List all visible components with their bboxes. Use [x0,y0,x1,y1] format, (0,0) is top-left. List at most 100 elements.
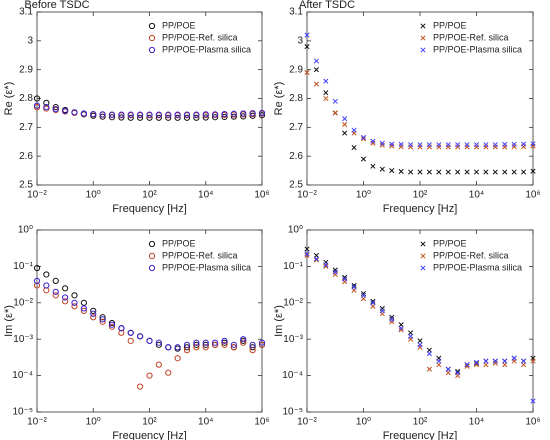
marker [193,344,200,351]
marker [426,366,432,372]
y-tick-label: 2.9 [289,64,303,75]
marker [137,333,144,340]
y-tick-label: 10⁰ [18,225,33,236]
marker [80,299,87,306]
marker [183,111,191,118]
marker [221,113,228,121]
y-tick-label: 2.8 [19,93,33,104]
marker [464,144,470,150]
marker [52,292,59,299]
marker [221,110,228,118]
marker [43,99,50,106]
marker [304,252,310,258]
y-axis-label: Re (ε*) [3,82,15,116]
marker [323,78,329,84]
x-tick-label: 10⁻² [27,417,47,428]
legend-marker [420,265,426,271]
marker [521,169,527,175]
marker [155,339,162,346]
marker [304,69,310,76]
marker [332,269,338,275]
marker [511,144,517,150]
marker [342,276,348,282]
marker [455,142,461,148]
marker [62,294,69,301]
marker [211,341,219,348]
marker [43,282,50,289]
marker [62,107,69,114]
marker [193,339,200,346]
panel: 10⁻² 10⁰ 10² 10⁴ 10⁶ 10⁻⁵ 10⁻⁴ 10⁻³ 10⁻² 10⁻¹ 10⁰ F… [273,225,541,440]
marker [436,358,442,364]
marker [332,110,338,116]
marker [202,341,209,348]
x-tick-label: 10⁴ [469,417,484,428]
y-tick-label: 2.5 [19,180,33,191]
marker [52,104,59,111]
marker [304,32,310,38]
legend-label: PP/POE [162,20,196,30]
marker [90,310,97,317]
marker [360,292,367,298]
marker [342,121,348,128]
marker [230,344,237,351]
legend-label: PP/POE-Plasma silica [162,44,251,54]
marker [426,144,432,150]
marker [155,111,162,118]
marker [408,333,414,339]
legend-label: PP/POE [162,238,196,248]
marker [323,90,329,96]
legend-label: PP/POE-Ref. silica [433,250,509,260]
y-tick-label: 3.1 [19,7,33,18]
x-tick-label: 10⁶ [525,190,540,201]
marker [351,127,357,133]
marker [511,141,517,147]
y-axis-label: Re (ε*) [273,82,285,116]
y-tick-label: 3 [297,35,303,46]
marker [304,246,310,252]
marker [379,308,385,314]
x-tick-label: 10² [413,417,428,428]
y-tick-label: 10⁻⁴ [282,370,303,381]
marker [502,169,508,175]
marker [80,110,87,117]
marker [445,142,451,148]
marker [137,383,144,390]
marker [492,360,498,366]
legend-marker [420,253,426,259]
marker [193,114,200,121]
marker [80,307,87,314]
marker [127,111,134,118]
marker [313,67,319,73]
y-tick-label: 10⁻⁴ [12,370,33,381]
marker [455,169,461,175]
marker [211,339,219,346]
marker [351,284,357,290]
marker [33,95,41,102]
marker [33,277,41,284]
legend-marker [148,240,156,248]
y-tick-label: 10⁻¹ [283,261,303,272]
marker [379,142,385,148]
marker [249,344,256,351]
marker [33,282,41,289]
legend-label: PP/POE-Plasma silica [162,262,251,272]
y-tick-label: 2.9 [19,64,33,75]
marker [389,314,395,320]
marker [99,316,106,323]
x-axis-label: Frequency [Hz] [112,203,187,215]
y-tick-label: 10⁻² [283,297,303,308]
marker [464,363,470,369]
y-tick-label: 10⁻⁵ [12,407,33,418]
legend-marker [420,23,426,29]
x-axis-label: Frequency [Hz] [383,203,458,215]
marker [342,130,348,136]
legend-marker [148,46,156,54]
marker [165,114,172,121]
marker [174,111,181,118]
marker [118,325,125,332]
x-tick-label: 10⁰ [356,190,371,201]
marker [398,325,404,331]
marker [473,142,480,148]
marker [360,134,367,140]
